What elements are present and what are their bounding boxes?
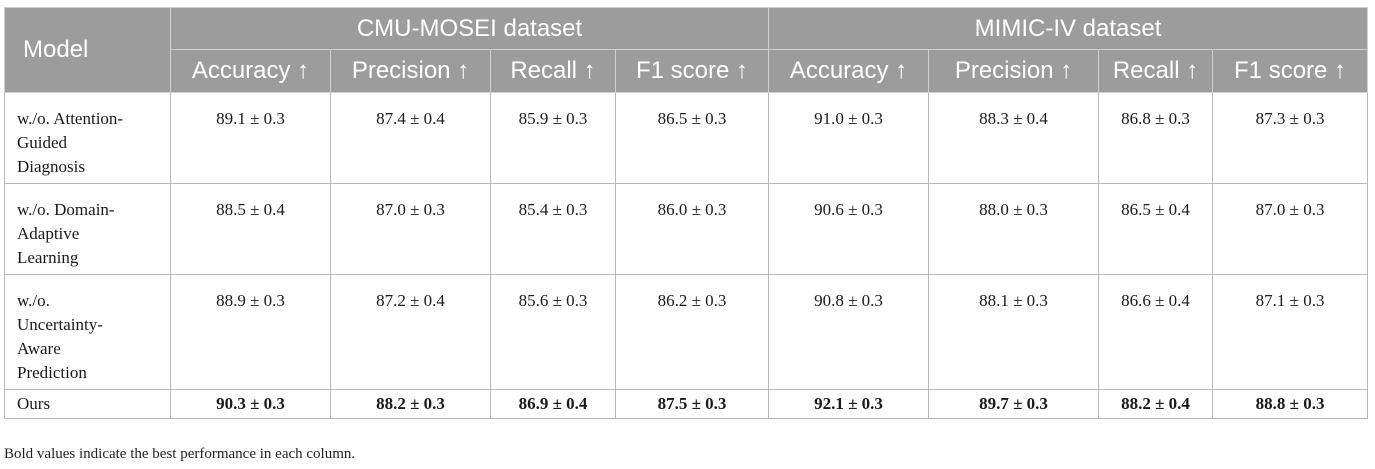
metric-header: F1 score ↑ <box>1212 49 1369 93</box>
metric-header: Accuracy ↑ <box>170 49 331 93</box>
value-cell: 86.5 ± 0.4 <box>1098 183 1214 275</box>
mimic-iv-group-header: MIMIC-IV dataset <box>768 7 1369 50</box>
best-value-cell: 86.9 ± 0.4 <box>490 389 616 419</box>
value-cell: 87.4 ± 0.4 <box>330 92 491 184</box>
metric-header: F1 score ↑ <box>614 49 770 93</box>
model-name-line: Prediction <box>17 363 87 382</box>
results-table: Model CMU-MOSEI dataset MIMIC-IV dataset… <box>4 7 1369 419</box>
model-column-header: Model <box>4 7 171 93</box>
table-footnote: Bold values indicate the best performanc… <box>4 446 356 462</box>
metric-header-row: Accuracy ↑ Precision ↑ Recall ↑ F1 score… <box>5 49 1369 93</box>
value-cell: 85.4 ± 0.3 <box>490 183 616 275</box>
value-cell: 88.1 ± 0.3 <box>928 274 1100 390</box>
model-name-cell: Ours <box>4 389 171 419</box>
value-cell: 85.9 ± 0.3 <box>490 92 616 184</box>
model-name-cell: w./o. Uncertainty- Aware Prediction <box>4 274 171 390</box>
value-cell: 86.0 ± 0.3 <box>614 183 770 275</box>
value-cell: 88.9 ± 0.3 <box>170 274 331 390</box>
model-name-line: Adaptive <box>17 224 80 243</box>
best-value-cell: 90.3 ± 0.3 <box>170 389 331 419</box>
value-cell: 86.5 ± 0.3 <box>614 92 770 184</box>
cmu-mosei-group-header: CMU-MOSEI dataset <box>169 7 770 50</box>
best-value-cell: 88.2 ± 0.3 <box>330 389 491 419</box>
value-cell: 90.8 ± 0.3 <box>768 274 930 390</box>
model-name-line: Uncertainty- <box>17 315 103 334</box>
model-name-cell: w./o. Domain- Adaptive Learning <box>4 183 171 275</box>
model-name-line: Aware <box>17 339 61 358</box>
value-cell: 87.1 ± 0.3 <box>1212 274 1369 390</box>
best-value-cell: 87.5 ± 0.3 <box>614 389 770 419</box>
table-row: w./o. Uncertainty- Aware Prediction 88.9 ± … <box>4 274 1369 390</box>
metric-header: Precision ↑ <box>928 49 1100 93</box>
metric-header: Recall ↑ <box>490 49 616 93</box>
value-cell: 85.6 ± 0.3 <box>490 274 616 390</box>
best-value-cell: 88.8 ± 0.3 <box>1212 389 1369 419</box>
metric-header: Recall ↑ <box>1098 49 1214 93</box>
group-header-row: Model CMU-MOSEI dataset MIMIC-IV dataset <box>4 7 1369 93</box>
best-value-cell: 89.7 ± 0.3 <box>928 389 1100 419</box>
model-name-line: Learning <box>17 248 79 267</box>
model-name-line: Ours <box>17 394 51 413</box>
value-cell: 90.6 ± 0.3 <box>768 183 930 275</box>
value-cell: 87.0 ± 0.3 <box>330 183 491 275</box>
model-name-cell: w./o. Attention- Guided Diagnosis <box>4 92 171 184</box>
value-cell: 87.3 ± 0.3 <box>1212 92 1369 184</box>
table-row: w./o. Attention- Guided Diagnosis 89.1 ± 0… <box>4 92 1369 184</box>
metric-header: Precision ↑ <box>330 49 491 93</box>
best-value-cell: 92.1 ± 0.3 <box>768 389 930 419</box>
table-row-best: Ours 90.3 ± 0.3 88.2 ± 0.3 86.9 ± 0.4 87… <box>4 389 1369 419</box>
value-cell: 88.3 ± 0.4 <box>928 92 1100 184</box>
best-value-cell: 88.2 ± 0.4 <box>1098 389 1214 419</box>
value-cell: 87.2 ± 0.4 <box>330 274 491 390</box>
model-name-line: Guided <box>17 133 68 152</box>
value-cell: 88.5 ± 0.4 <box>170 183 331 275</box>
value-cell: 89.1 ± 0.3 <box>170 92 331 184</box>
value-cell: 86.6 ± 0.4 <box>1098 274 1214 390</box>
model-name-line: w./o. Attention- <box>17 109 124 128</box>
model-name-line: w./o. Domain- <box>17 200 115 219</box>
value-cell: 86.8 ± 0.3 <box>1098 92 1214 184</box>
value-cell: 91.0 ± 0.3 <box>768 92 930 184</box>
value-cell: 87.0 ± 0.3 <box>1212 183 1369 275</box>
model-name-line: w./o. <box>17 291 50 310</box>
model-name-line: Diagnosis <box>17 157 85 176</box>
table-row: w./o. Domain- Adaptive Learning 88.5 ± 0.4… <box>4 183 1369 275</box>
value-cell: 88.0 ± 0.3 <box>928 183 1100 275</box>
value-cell: 86.2 ± 0.3 <box>614 274 770 390</box>
metric-header: Accuracy ↑ <box>768 49 930 93</box>
